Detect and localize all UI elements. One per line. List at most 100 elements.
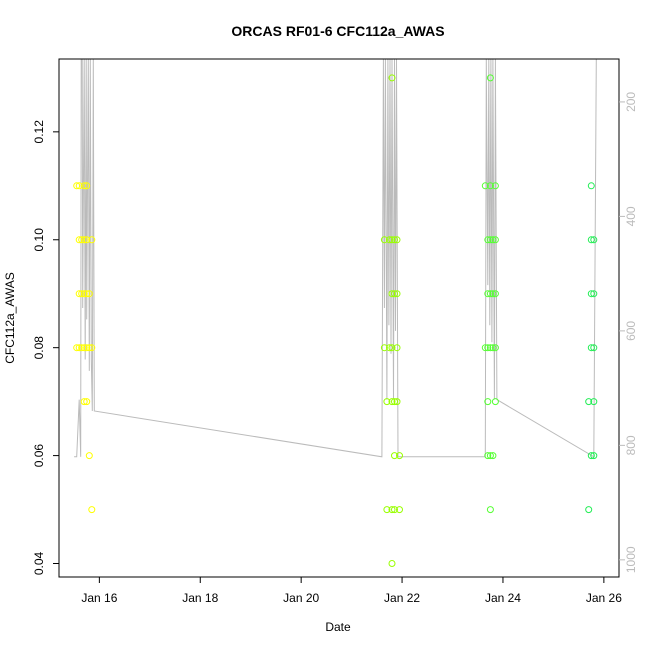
data-point bbox=[585, 506, 593, 514]
data-point bbox=[391, 506, 398, 514]
data-point bbox=[489, 452, 497, 460]
data-point bbox=[484, 290, 492, 298]
data-point bbox=[380, 344, 388, 352]
data-point bbox=[83, 290, 91, 298]
data-point bbox=[388, 560, 396, 567]
data-point bbox=[391, 452, 398, 460]
data-point bbox=[386, 344, 393, 352]
data-point bbox=[489, 236, 497, 244]
x-tick-label: Jan 18 bbox=[182, 591, 218, 605]
data-point bbox=[80, 290, 88, 298]
data-point bbox=[88, 344, 96, 352]
data-point bbox=[75, 290, 83, 298]
data-point bbox=[484, 344, 492, 352]
data-point bbox=[80, 182, 88, 190]
data-point bbox=[491, 236, 499, 244]
y-tick-label: 0.04 bbox=[32, 551, 46, 575]
data-point bbox=[393, 344, 401, 352]
data-point bbox=[73, 344, 81, 352]
data-point bbox=[83, 344, 91, 352]
data-point bbox=[78, 236, 86, 244]
data-point bbox=[83, 398, 91, 406]
data-point bbox=[486, 236, 494, 244]
data-point bbox=[590, 236, 598, 244]
data-point bbox=[486, 74, 494, 82]
data-point bbox=[396, 506, 403, 514]
data-point bbox=[590, 290, 598, 298]
data-point bbox=[75, 182, 83, 190]
altitude-trace-layer bbox=[74, 58, 597, 458]
y-axis-label: CFC112a_AWAS bbox=[3, 272, 17, 364]
x-axis: Jan 16 Jan 18 Jan 20 Jan 22 Jan 24 Jan 26 bbox=[81, 577, 622, 605]
data-point bbox=[486, 452, 494, 460]
x-tick-label: Jan 16 bbox=[81, 591, 117, 605]
data-point bbox=[383, 398, 391, 406]
data-point bbox=[587, 290, 595, 298]
data-point bbox=[388, 398, 396, 406]
data-point bbox=[391, 398, 398, 406]
y2-tick-label: 600 bbox=[624, 321, 638, 341]
data-point bbox=[388, 506, 396, 514]
data-point bbox=[391, 290, 398, 298]
data-point bbox=[491, 290, 499, 298]
data-point bbox=[386, 236, 393, 244]
data-point bbox=[590, 452, 598, 460]
y-tick-label: 0.06 bbox=[32, 444, 46, 468]
data-point bbox=[388, 290, 396, 298]
data-point bbox=[585, 398, 593, 406]
data-point bbox=[80, 398, 88, 406]
data-point bbox=[80, 344, 88, 352]
data-point bbox=[396, 452, 403, 460]
data-point bbox=[587, 344, 595, 352]
data-point bbox=[85, 344, 93, 352]
data-point bbox=[489, 290, 497, 298]
y2-tick-label: 1000 bbox=[624, 546, 638, 573]
data-point bbox=[486, 344, 494, 352]
data-point bbox=[380, 236, 388, 244]
data-point bbox=[587, 236, 595, 244]
data-point bbox=[85, 290, 93, 298]
y2-tick-label: 800 bbox=[624, 435, 638, 455]
x-axis-label: Date bbox=[325, 620, 351, 634]
data-point bbox=[388, 74, 396, 82]
data-point bbox=[491, 344, 499, 352]
y2-tick-label: 400 bbox=[624, 206, 638, 226]
data-point bbox=[481, 182, 489, 190]
y-tick-label: 0.10 bbox=[32, 228, 46, 252]
data-point bbox=[75, 236, 83, 244]
data-point bbox=[590, 398, 598, 406]
data-point bbox=[587, 182, 595, 190]
data-point bbox=[388, 236, 396, 244]
data-point bbox=[388, 344, 396, 352]
y2-axis: 200 400 600 800 1000 bbox=[619, 92, 638, 573]
data-point bbox=[486, 506, 494, 514]
data-point bbox=[80, 236, 88, 244]
x-tick-label: Jan 26 bbox=[586, 591, 622, 605]
data-point bbox=[73, 182, 81, 190]
y-tick-label: 0.08 bbox=[32, 336, 46, 360]
data-points-layer bbox=[73, 74, 598, 567]
data-point bbox=[491, 182, 499, 190]
y-axis: 0.04 0.06 0.08 0.10 0.12 bbox=[32, 120, 59, 575]
data-point bbox=[491, 398, 499, 406]
data-point bbox=[486, 290, 494, 298]
data-point bbox=[391, 236, 398, 244]
data-point bbox=[393, 398, 401, 406]
data-point bbox=[489, 344, 497, 352]
altitude-trace-line bbox=[74, 58, 597, 458]
data-point bbox=[88, 506, 96, 514]
data-point bbox=[78, 290, 86, 298]
y2-tick-label: 200 bbox=[624, 92, 638, 112]
data-point bbox=[88, 236, 96, 244]
data-point bbox=[83, 182, 91, 190]
data-point bbox=[393, 290, 401, 298]
chart-title: ORCAS RF01-6 CFC112a_AWAS bbox=[231, 23, 444, 39]
x-tick-label: Jan 24 bbox=[485, 591, 521, 605]
data-point bbox=[85, 452, 93, 460]
data-point bbox=[481, 344, 489, 352]
data-point bbox=[484, 452, 492, 460]
data-point bbox=[383, 506, 391, 514]
data-point bbox=[75, 344, 83, 352]
data-point bbox=[484, 236, 492, 244]
